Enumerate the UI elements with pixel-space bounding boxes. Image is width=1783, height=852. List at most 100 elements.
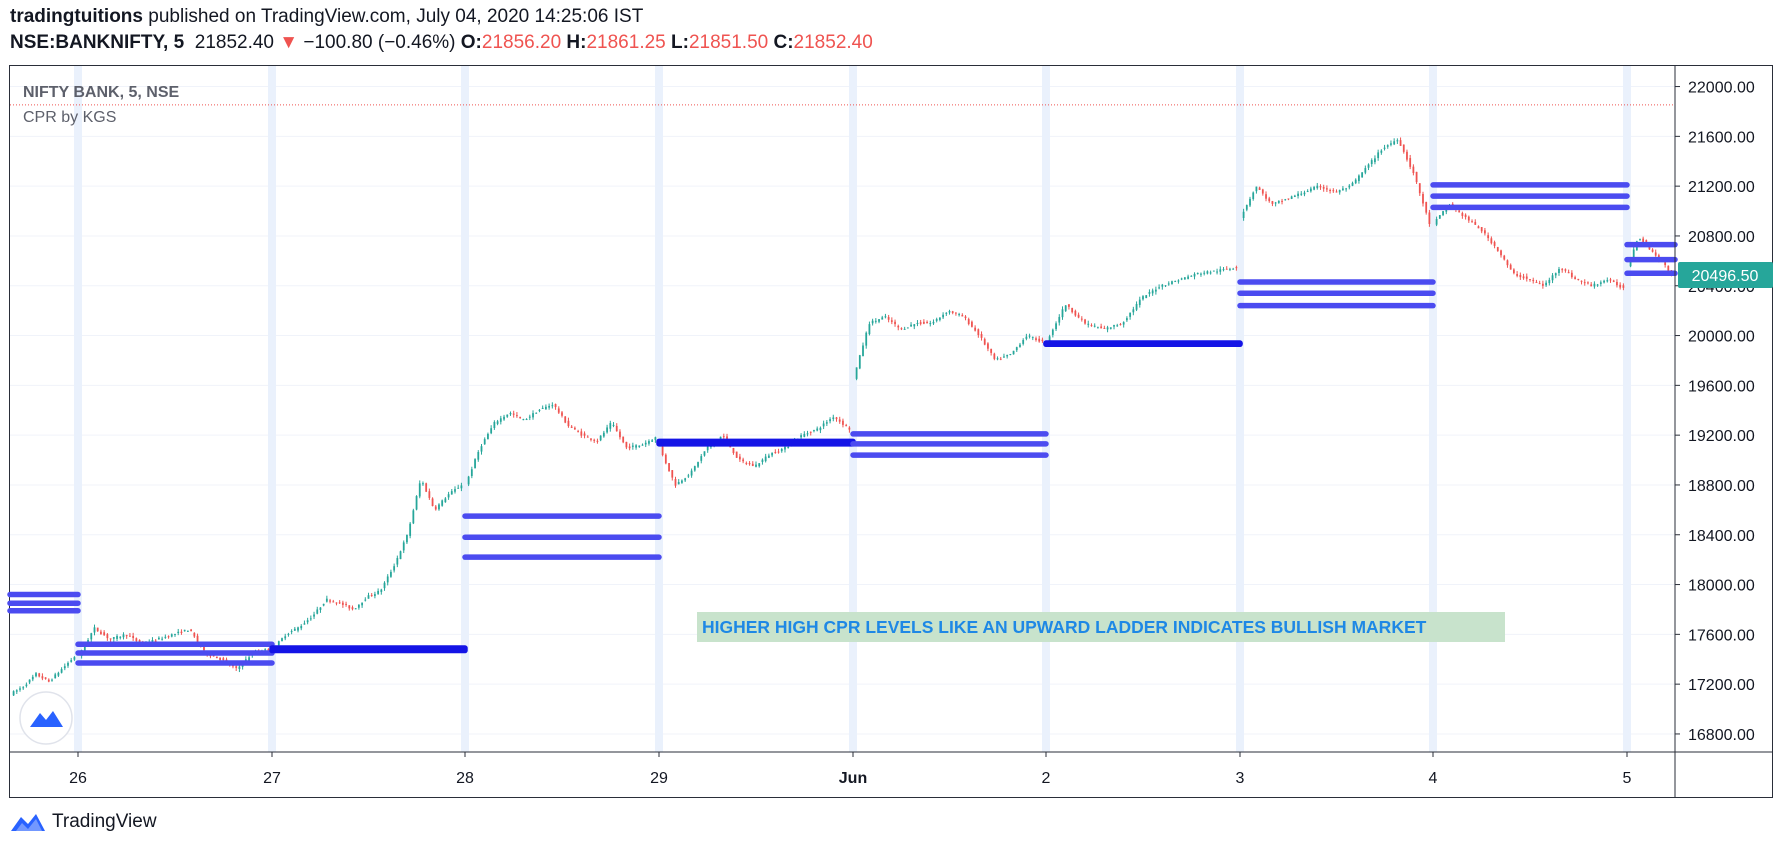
candle [1190,275,1193,277]
candle [590,438,592,442]
candle [977,328,980,338]
candle [651,438,654,442]
candle [1583,279,1586,286]
candle [490,425,493,435]
tradingview-watermark[interactable] [19,691,73,745]
candle [170,633,173,638]
footer-brand[interactable]: TradingView [10,811,157,833]
candle [1370,158,1373,167]
indicator-label[interactable]: CPR by KGS [23,109,116,126]
candle [612,422,615,428]
candle [1435,216,1438,227]
candle [1516,271,1519,278]
annotation-box[interactable] [697,612,1505,642]
candle [335,602,338,606]
candle [1109,327,1112,330]
candle [396,555,399,568]
candle [287,632,290,637]
candle [1116,323,1119,327]
candle [428,488,431,500]
candle [38,672,41,678]
y-tick-label: 18000.00 [1688,578,1755,595]
candle [516,412,518,418]
y-tick-label: 17200.00 [1688,677,1755,694]
author-name[interactable]: tradingtuitions [10,6,143,27]
candle [422,481,424,486]
candle [1087,320,1090,328]
candle [557,406,560,414]
candle [878,318,880,324]
axes: 22000.0021600.0021200.0020800.0020400.00… [10,66,1772,797]
publish-line: tradingtuitions published on TradingView… [10,6,643,28]
open-label: O: [460,32,482,53]
close-label: C: [773,32,794,53]
candle [615,423,618,432]
candle [374,591,376,599]
candle [1129,312,1132,320]
candle [409,521,412,539]
candle [351,605,354,611]
candle [764,453,767,463]
candle [386,574,389,586]
candle [1554,272,1557,279]
candle [1051,328,1054,338]
candle [1125,316,1128,322]
low-value: 21851.50 [688,32,769,53]
candle [1113,324,1115,330]
candle [1281,198,1283,205]
candle [609,420,612,432]
candle [1106,325,1109,333]
candle [916,320,919,327]
candle [593,438,596,443]
candle [1222,267,1225,272]
candle [980,331,983,341]
candle [15,689,18,695]
candle [1084,318,1086,325]
candle [858,354,861,370]
candle [974,325,977,332]
candle [1167,281,1170,286]
candle [215,656,218,659]
candle [1409,154,1412,170]
candle [112,637,115,642]
cpr-band [7,591,81,614]
candle [906,327,909,329]
candle [1561,267,1564,273]
candle [434,505,437,511]
candle [1219,266,1222,275]
cpr-levels [7,182,1678,666]
candle [606,424,608,434]
candle [54,672,57,679]
candle [477,450,480,462]
candle [1329,188,1331,194]
candle [332,599,335,603]
candle [1271,200,1274,207]
candle [635,444,637,450]
candle [103,630,106,636]
candle [625,441,628,450]
candle [480,444,483,455]
candle [1490,236,1493,245]
session-band [268,66,276,752]
candle [577,429,580,433]
ohlc-line: NSE:BANKNIFTY, 5 21852.40 ▼ −100.80 (−0.… [10,32,873,54]
candle [910,322,912,327]
candle [671,469,674,481]
candle [677,479,680,485]
candle [990,348,993,356]
candle [345,601,347,607]
candle [1245,204,1248,212]
candle [1261,188,1264,196]
candle [681,479,683,484]
candle [380,588,383,595]
y-tick-label: 20800.00 [1688,229,1755,246]
candle [999,356,1002,361]
candle [12,690,15,697]
candle [1477,225,1480,229]
candle [761,458,764,465]
tradingview-logo-icon [30,711,63,727]
candle [1622,283,1625,291]
candle [871,318,874,326]
candle [1418,183,1421,196]
